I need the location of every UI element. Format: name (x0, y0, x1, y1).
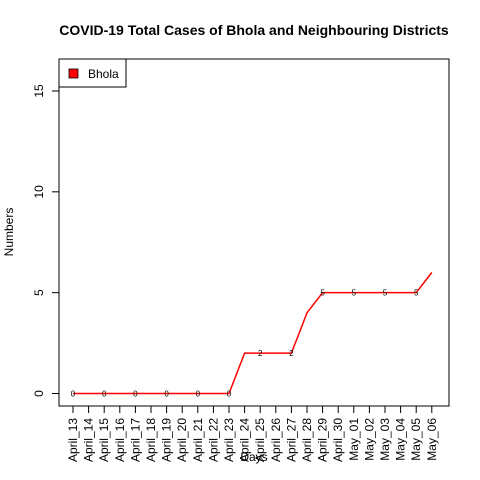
x-tick-label: April_14 (82, 418, 96, 462)
x-tick-label: April_13 (66, 418, 80, 462)
y-tick-label: 5 (32, 289, 46, 296)
x-tick-label: April_21 (191, 418, 205, 462)
x-axis-label: Days (240, 450, 267, 464)
x-tick-label: April_20 (175, 418, 189, 462)
x-tick-label: April_16 (113, 418, 127, 462)
y-tick-label: 15 (32, 84, 46, 98)
data-label: 5 (383, 289, 388, 298)
x-tick-label: May_01 (347, 418, 361, 461)
x-tick-label: April_26 (269, 418, 283, 462)
y-tick-label: 0 (32, 390, 46, 397)
x-tick-label: April_27 (284, 418, 298, 462)
x-tick-label: April_25 (253, 418, 267, 462)
data-label: 0 (196, 390, 201, 399)
x-tick-label: April_22 (206, 418, 220, 462)
data-label: 2 (289, 349, 294, 358)
y-axis-label: Numbers (2, 208, 16, 257)
legend-swatch-bhola (68, 68, 79, 79)
x-tick-label: April_28 (300, 418, 314, 462)
data-labels: 0 0 0 0 0 0 2 2 5 5 5 5 (71, 289, 419, 399)
x-tick-label: May_02 (362, 418, 376, 461)
x-tick-label: May_06 (425, 418, 439, 461)
x-tick-label: April_19 (160, 418, 174, 462)
data-label: 5 (414, 289, 419, 298)
chart-title: COVID-19 Total Cases of Bhola and Neighb… (59, 22, 449, 38)
x-tick-label: May_03 (378, 418, 392, 461)
x-tick-label: April_17 (128, 418, 142, 462)
series-layer (72, 272, 433, 395)
y-tick-label: 10 (32, 185, 46, 199)
y-axis: 0 5 10 15 (32, 84, 60, 397)
data-label: 2 (258, 349, 263, 358)
x-tick-label: April_24 (238, 418, 252, 462)
data-label: 5 (320, 289, 325, 298)
data-label: 0 (227, 390, 232, 399)
x-tick-label: April_18 (144, 418, 158, 462)
x-tick-label: May_05 (409, 418, 423, 461)
data-label: 0 (133, 390, 138, 399)
x-tick-label: April_15 (97, 418, 111, 462)
data-label: 0 (102, 390, 107, 399)
data-label: 0 (71, 390, 76, 399)
x-tick-label: April_23 (222, 418, 236, 462)
x-tick-label: April_29 (316, 418, 330, 462)
x-tick-label: April_30 (331, 418, 345, 462)
x-axis: April_13 April_14 April_15 April_16 April_17… (66, 405, 439, 462)
legend: Bhola (58, 58, 127, 88)
data-label: 5 (352, 289, 357, 298)
series-line-bhola (73, 272, 433, 395)
data-label: 0 (164, 390, 169, 399)
x-tick-label: May_04 (394, 418, 408, 461)
legend-label-bhola: Bhola (88, 67, 119, 81)
